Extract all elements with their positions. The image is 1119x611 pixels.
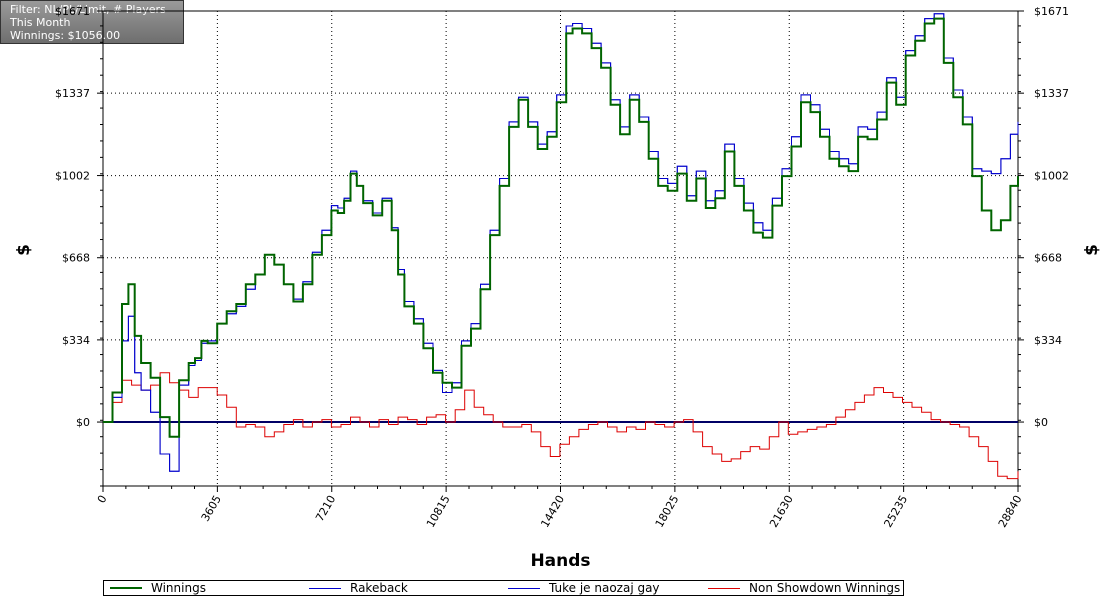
x-tick-label: 0 — [95, 493, 110, 506]
winnings-line: Winnings: $1056.00 — [10, 29, 121, 42]
legend: Winnings Rakeback Tuke je naozaj gay Non… — [103, 580, 904, 596]
axes: 0 3605 7210 10815 14420 18025 21630 25235 28840 $… — [55, 5, 1069, 530]
x-tick-label: 18025 — [653, 493, 682, 530]
plot-area — [102, 10, 1019, 487]
series-line-rakeback — [103, 13, 1019, 472]
y-tick-label-right: $1002 — [1034, 170, 1069, 183]
legend-item-winnings: Winnings — [110, 581, 206, 595]
grid — [103, 11, 1018, 486]
legend-label-winnings: Winnings — [151, 581, 206, 595]
y-tick-label-left: $1337 — [55, 87, 90, 100]
y-tick-label-left: $334 — [62, 334, 90, 347]
legend-label-rakeback: Rakeback — [350, 581, 408, 595]
legend-item-rakeback: Rakeback — [309, 581, 408, 595]
x-tick-label: 3605 — [199, 493, 224, 524]
series-line-tuke-je-naozaj-gay — [103, 13, 1019, 472]
y-tick-label-right: $334 — [1034, 334, 1062, 347]
legend-swatch-tuke — [508, 587, 540, 589]
y-tick-label-right: $1671 — [1034, 5, 1069, 18]
x-axis-title: Hands — [530, 551, 590, 571]
x-tick-label: 7210 — [313, 493, 338, 524]
series-line-winnings — [103, 17, 1019, 438]
series-layer — [103, 13, 1019, 480]
x-tick-label: 21630 — [767, 493, 796, 530]
x-tick-label: 25235 — [881, 493, 910, 530]
y-tick-label-left: $0 — [76, 416, 90, 429]
legend-item-tuke: Tuke je naozaj gay — [508, 581, 660, 595]
filter-info-box: Filter: NL/PL/Limit, # Players This Mont… — [0, 0, 184, 44]
series-line-non-showdown-winnings — [103, 372, 1019, 480]
y-tick-label-right: $1337 — [1034, 87, 1069, 100]
x-tick-label: 28840 — [996, 493, 1025, 530]
legend-label-tuke: Tuke je naozaj gay — [549, 581, 660, 595]
x-tick-label: 10815 — [424, 493, 453, 530]
legend-label-non-showdown: Non Showdown Winnings — [749, 581, 901, 595]
y-axis-title-right: $ — [1082, 244, 1102, 256]
legend-item-non-showdown: Non Showdown Winnings — [708, 581, 900, 595]
y-tick-label-left: $668 — [62, 252, 90, 265]
legend-swatch-rakeback — [309, 587, 341, 589]
y-tick-label-left: $1671 — [55, 5, 90, 18]
y-axis-title-left: $ — [14, 244, 34, 256]
legend-swatch-winnings — [110, 587, 142, 589]
x-tick-label: 14420 — [538, 493, 567, 530]
y-tick-label-right: $0 — [1034, 416, 1048, 429]
legend-swatch-non-showdown — [708, 587, 740, 589]
filter-line: Filter: NL/PL/Limit, # Players — [10, 3, 166, 16]
period-line: This Month — [10, 16, 71, 29]
y-tick-label-right: $668 — [1034, 252, 1062, 265]
y-tick-label-left: $1002 — [55, 170, 90, 183]
